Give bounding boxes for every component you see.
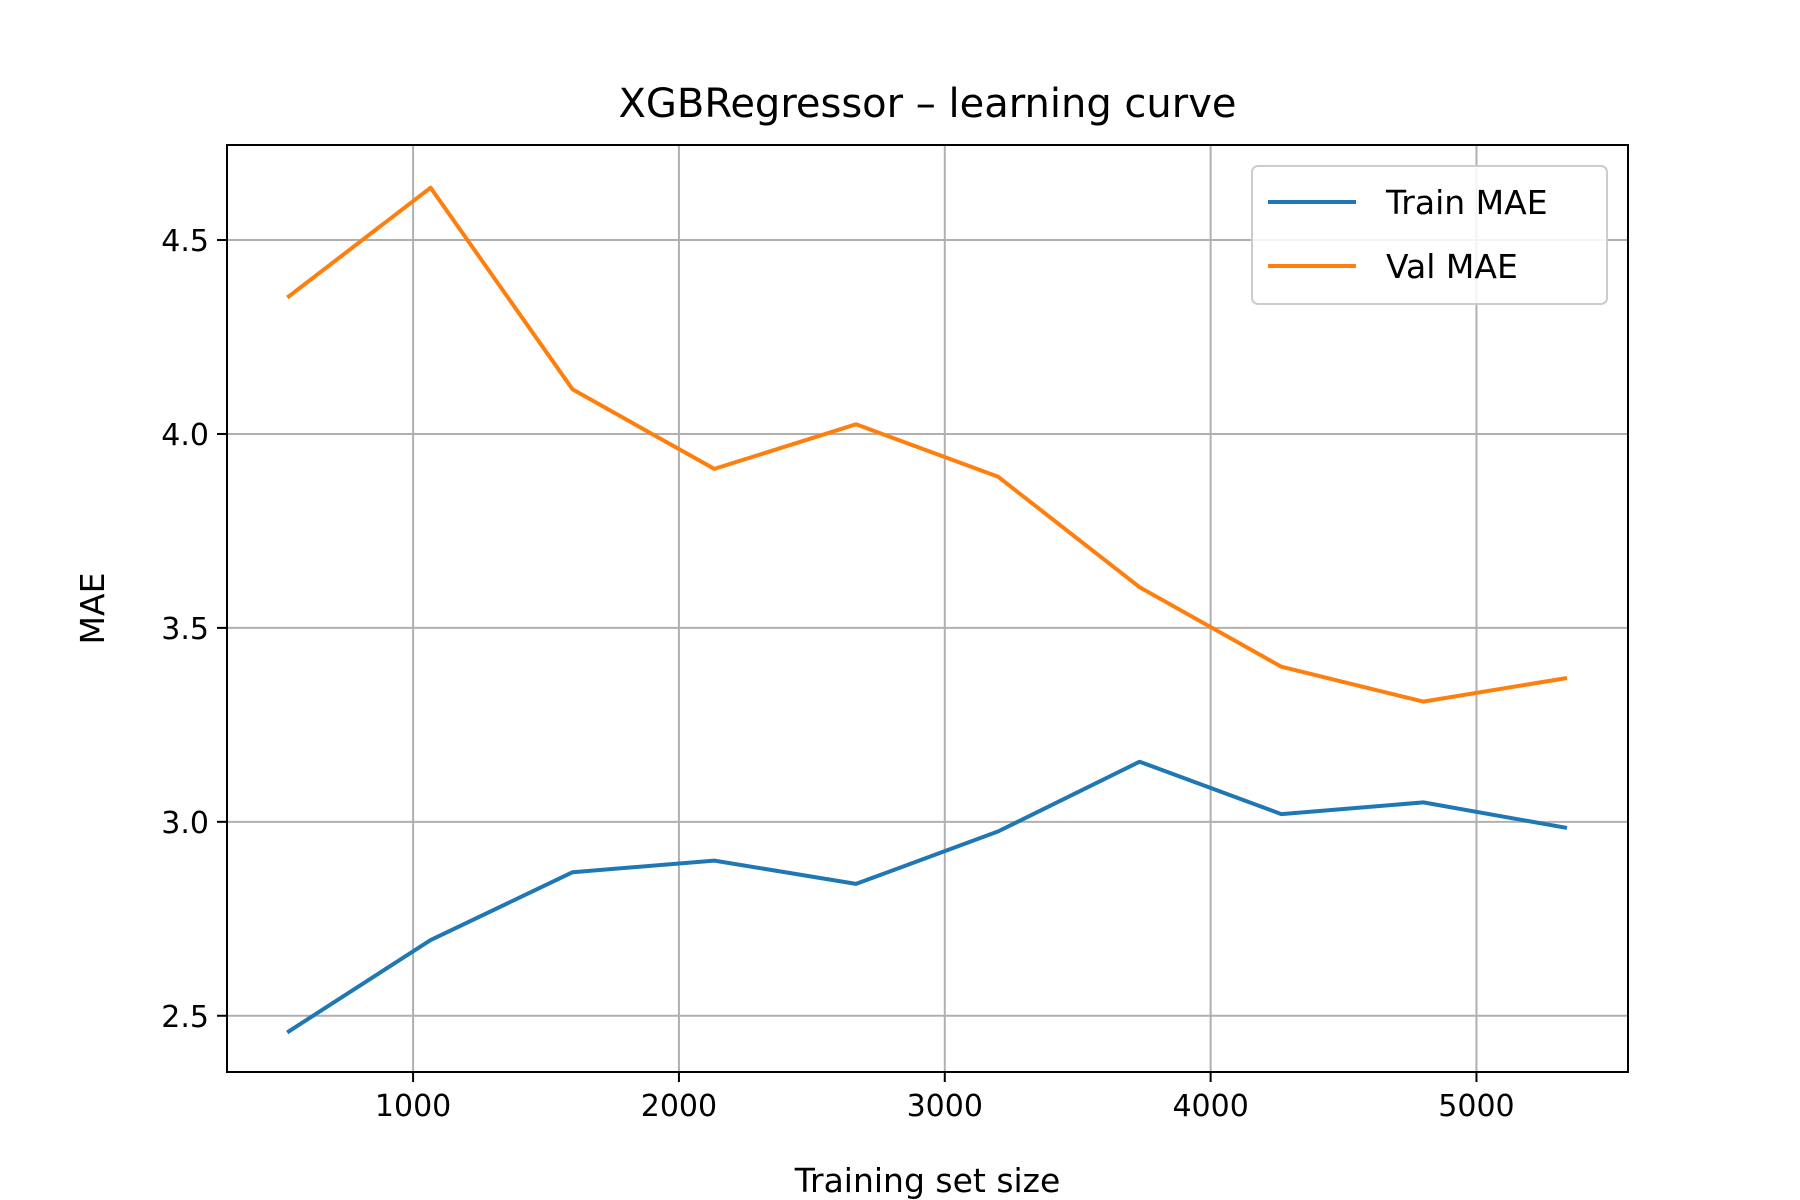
legend-label: Train MAE	[1385, 183, 1548, 222]
plot-frame	[226, 144, 1629, 1073]
chart-title: XGBRegressor – learning curve	[618, 81, 1236, 127]
y-tick-label: 4.0	[161, 418, 209, 453]
series-line-train-mae	[286, 759, 1568, 1035]
y-tick-label: 2.5	[161, 1000, 209, 1035]
x-tick-label: 4000	[1172, 1089, 1248, 1124]
x-tick-label: 1000	[375, 1089, 451, 1124]
x-tick-label: 5000	[1438, 1089, 1514, 1124]
y-axis-label: MAE	[73, 573, 112, 645]
axis-ticks: 1000 2000 3000 4000 5000 2.5 3.0 3.5 4.0 4.5	[161, 224, 1514, 1124]
y-tick-label: 3.0	[161, 806, 209, 841]
x-tick-label: 3000	[907, 1089, 983, 1124]
series-lines	[286, 185, 1568, 1035]
legend-label: Val MAE	[1386, 247, 1518, 286]
series-line-val-mae	[286, 185, 1568, 704]
x-tick-label: 2000	[641, 1089, 717, 1124]
y-tick-label: 4.5	[161, 224, 209, 259]
x-axis-label: Training set size	[794, 1161, 1061, 1200]
legend: Train MAE Val MAE	[1251, 165, 1608, 305]
y-tick-label: 3.5	[161, 612, 209, 647]
